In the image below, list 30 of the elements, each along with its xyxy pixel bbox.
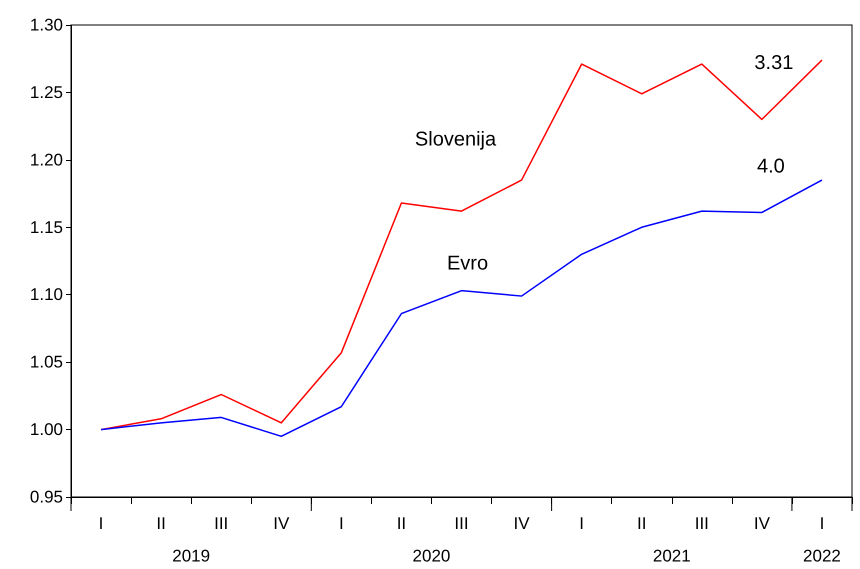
x-tick-label: III (454, 514, 469, 533)
text: 2020 (412, 546, 450, 566)
annotation: 4.0 (756, 156, 785, 178)
text: 2021 (652, 546, 691, 566)
y-tick-label: 1.15 (30, 218, 63, 237)
x-tick-label: II (156, 514, 166, 533)
x-tick-label: II (396, 514, 406, 533)
y-tick-label: 1.10 (30, 285, 63, 304)
x-tick-label: II (637, 514, 646, 533)
x-tick-label: I (820, 514, 824, 533)
y-tick-label: 1.00 (30, 420, 63, 440)
x-tick-label: I (338, 514, 344, 533)
x-tick-label: IV (514, 514, 530, 533)
x-tick-label: III (694, 514, 709, 533)
x-tick-label: I (98, 514, 104, 533)
text: 2019 (172, 546, 210, 566)
y-tick-label: 1.20 (30, 150, 63, 170)
text: 2022 (803, 546, 841, 566)
annotation: 3.31 (754, 52, 794, 74)
y-tick-label: 0.95 (30, 488, 63, 506)
series-label: Evro (446, 252, 488, 275)
y-tick-label: 1.25 (30, 82, 63, 102)
y-tick-label: 1.30 (30, 16, 63, 34)
x-tick-label: IV (754, 514, 771, 533)
series-label: Slovenija (414, 128, 497, 151)
line-series (100, 179, 823, 438)
x-tick-label: I (579, 514, 584, 533)
y-tick-label: 1.05 (30, 352, 63, 372)
x-tick-label: III (214, 514, 228, 533)
x-tick-label: IV (273, 514, 290, 533)
